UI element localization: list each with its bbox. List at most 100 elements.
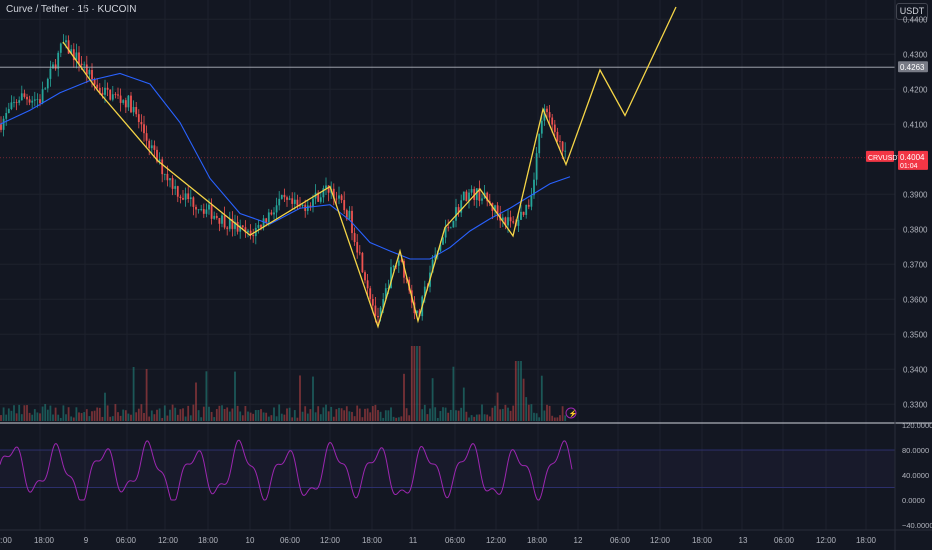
candle-body bbox=[434, 254, 437, 260]
volume-bar bbox=[278, 404, 281, 421]
candle-body bbox=[70, 49, 73, 54]
time-tick-label: 12 bbox=[574, 536, 583, 545]
volume-bar bbox=[553, 417, 556, 421]
volume-bar bbox=[356, 405, 359, 421]
candle-body bbox=[2, 118, 5, 130]
volume-bar bbox=[304, 406, 307, 421]
volume-bar bbox=[208, 406, 210, 421]
currency-button[interactable]: USDT bbox=[896, 3, 928, 20]
candle-body bbox=[262, 218, 265, 228]
volume-bar bbox=[475, 414, 478, 421]
candle-body bbox=[213, 215, 216, 219]
candle-body bbox=[392, 265, 395, 268]
candle-body bbox=[241, 225, 244, 228]
candle-body bbox=[522, 211, 525, 215]
candle-body bbox=[252, 235, 255, 237]
candle-body bbox=[41, 89, 44, 104]
volume-bar bbox=[384, 410, 387, 421]
volume-bar bbox=[210, 411, 213, 421]
volume-bar bbox=[215, 409, 218, 421]
time-tick-label: 12:00 bbox=[320, 536, 341, 545]
lightning-glyph: ⚡ bbox=[569, 409, 578, 418]
candle-body bbox=[384, 288, 387, 300]
candle-body bbox=[533, 179, 535, 196]
price-tick-label: 0.4100 bbox=[903, 120, 928, 129]
volume-bar bbox=[551, 415, 554, 421]
candle-body bbox=[343, 200, 346, 211]
volume-bar bbox=[176, 414, 179, 421]
time-tick-label: 12:00 bbox=[158, 536, 179, 545]
candle-body bbox=[348, 210, 351, 220]
volume-bar bbox=[10, 410, 13, 421]
candle-body bbox=[517, 219, 520, 226]
price-tick-label: 0.3300 bbox=[903, 400, 928, 409]
candle-body bbox=[208, 204, 210, 210]
volume-bar bbox=[312, 376, 314, 421]
candle-body bbox=[104, 87, 106, 95]
last-price-tag bbox=[898, 150, 928, 170]
volume-bar bbox=[499, 409, 502, 421]
candle-body bbox=[444, 227, 447, 238]
candle-body bbox=[184, 193, 187, 200]
volume-bar bbox=[83, 412, 86, 421]
candle-body bbox=[496, 205, 499, 214]
candle-body bbox=[486, 192, 489, 202]
volume-bar bbox=[509, 410, 512, 421]
volume-bar bbox=[309, 409, 312, 421]
volume-bar bbox=[348, 411, 351, 421]
volume-bar bbox=[213, 417, 216, 421]
volume-bar bbox=[527, 404, 530, 421]
volume-bar bbox=[473, 416, 476, 421]
volume-bar bbox=[397, 417, 400, 421]
volume-bar bbox=[496, 392, 499, 421]
volume-bar bbox=[189, 415, 192, 421]
candle-body bbox=[52, 64, 54, 69]
osc-tick-label: 80.0000 bbox=[902, 446, 929, 455]
volume-bar bbox=[338, 407, 340, 421]
volume-bar bbox=[104, 392, 106, 421]
volume-bar bbox=[93, 410, 96, 421]
volume-bar bbox=[187, 405, 190, 421]
volume-bar bbox=[525, 397, 528, 421]
volume-bar bbox=[392, 416, 395, 421]
candle-body bbox=[546, 108, 548, 113]
candle-body bbox=[179, 196, 182, 198]
volume-bar bbox=[561, 406, 564, 421]
candle-body bbox=[130, 95, 132, 113]
volume-bar bbox=[296, 417, 299, 421]
candle-body bbox=[538, 133, 541, 154]
candle-body bbox=[192, 197, 195, 207]
candle-body bbox=[46, 78, 49, 89]
candle-body bbox=[397, 260, 400, 266]
price-tick-label: 0.4400 bbox=[903, 15, 928, 24]
volume-bar bbox=[62, 405, 65, 421]
volume-bar bbox=[400, 416, 403, 421]
volume-bar bbox=[247, 411, 249, 421]
volume-bar bbox=[145, 369, 148, 421]
candle-body bbox=[520, 211, 522, 220]
candle-body bbox=[28, 99, 31, 103]
time-tick-label: 9 bbox=[84, 536, 89, 545]
time-tick-label: 06:00 bbox=[445, 536, 466, 545]
volume-bar bbox=[387, 410, 390, 421]
time-tick-label: 2:00 bbox=[0, 536, 12, 545]
level-price-tag bbox=[898, 61, 928, 73]
volume-bar bbox=[57, 414, 60, 421]
candle-body bbox=[374, 305, 377, 316]
candle-body bbox=[0, 124, 2, 130]
candle-body bbox=[15, 102, 18, 103]
volume-bar bbox=[535, 413, 538, 421]
volume-bar bbox=[512, 405, 515, 421]
candle-body bbox=[166, 173, 169, 181]
candle-body bbox=[26, 96, 28, 100]
candle-body bbox=[338, 195, 340, 199]
volume-bar bbox=[70, 416, 73, 421]
candle-body bbox=[88, 70, 91, 75]
candle-body bbox=[39, 99, 41, 104]
volume-bar bbox=[358, 408, 361, 421]
candle-body bbox=[57, 52, 60, 69]
volume-bar bbox=[405, 408, 408, 421]
candle-body bbox=[447, 227, 450, 229]
